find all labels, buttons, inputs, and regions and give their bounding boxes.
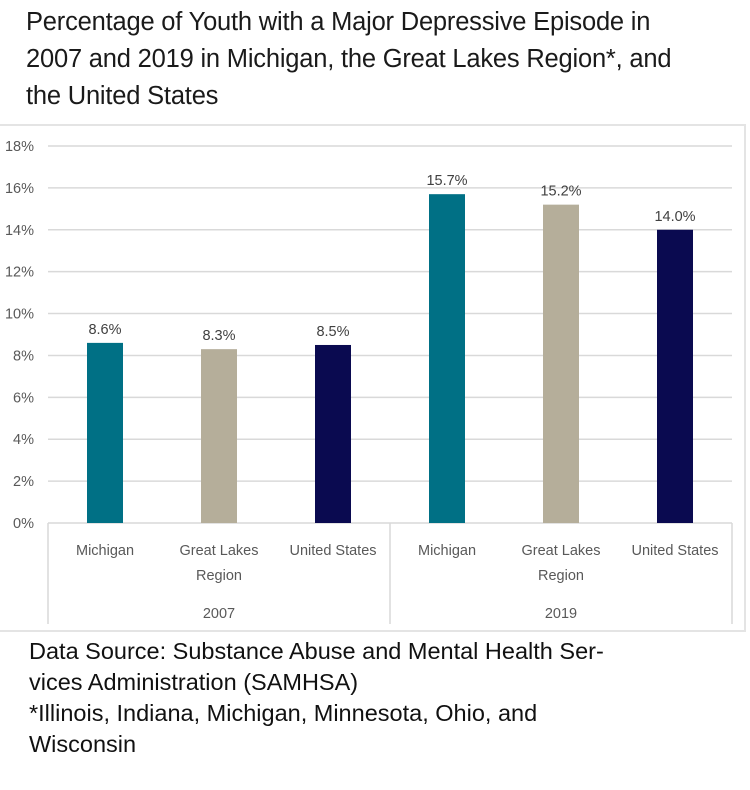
data-label: 8.3% <box>202 328 235 344</box>
category-label: Region <box>196 568 242 584</box>
y-tick-label: 10% <box>5 307 34 323</box>
category-label: Great Lakes <box>522 543 601 559</box>
data-source-note: Data Source: Substance Abuse and Mental … <box>29 636 744 760</box>
category-label: United States <box>631 543 718 559</box>
chart-title: Percentage of Youth with a Major Depress… <box>26 4 746 115</box>
y-tick-label: 6% <box>13 390 34 406</box>
data-label: 15.7% <box>426 173 467 189</box>
bar <box>429 194 465 523</box>
data-label: 8.5% <box>316 324 349 340</box>
y-tick-label: 18% <box>5 139 34 155</box>
category-label: Great Lakes <box>180 543 259 559</box>
y-tick-label: 4% <box>13 432 34 448</box>
footer-line: *Illinois, Indiana, Michigan, Minnesota,… <box>29 700 538 726</box>
footer-line: Wisconsin <box>29 731 137 757</box>
data-label: 15.2% <box>540 184 581 200</box>
data-label: 14.0% <box>654 209 695 225</box>
footer-line: vices Administration (SAMHSA) <box>29 669 359 695</box>
y-tick-label: 2% <box>13 474 34 490</box>
y-tick-label: 16% <box>5 181 34 197</box>
bar <box>543 204 579 523</box>
y-tick-label: 14% <box>5 223 34 239</box>
category-label: United States <box>289 543 376 559</box>
title-line: the United States <box>26 82 219 110</box>
category-label: Michigan <box>76 543 134 559</box>
y-tick-label: 0% <box>13 516 34 532</box>
group-label: 2007 <box>203 606 235 622</box>
bar <box>201 349 237 523</box>
data-label: 8.6% <box>88 322 121 338</box>
bar-chart: 0% 2% 4% 6% 8% 10% 12% 14% 16% 18% 8.6% Michigan 8.3… <box>5 139 733 624</box>
category-label: Region <box>538 568 584 584</box>
bar <box>657 229 693 523</box>
category-label: Michigan <box>418 543 476 559</box>
y-tick-label: 8% <box>13 348 34 364</box>
title-line: 2007 and 2019 in Michigan, the Great Lak… <box>26 45 672 73</box>
bar <box>315 344 351 523</box>
footer-line: Data Source: Substance Abuse and Mental … <box>29 638 604 664</box>
title-line: Percentage of Youth with a Major Depress… <box>26 8 651 36</box>
bar <box>87 342 123 523</box>
group-label: 2019 <box>545 606 577 622</box>
y-tick-label: 12% <box>5 265 34 281</box>
chart-frame <box>0 124 746 632</box>
